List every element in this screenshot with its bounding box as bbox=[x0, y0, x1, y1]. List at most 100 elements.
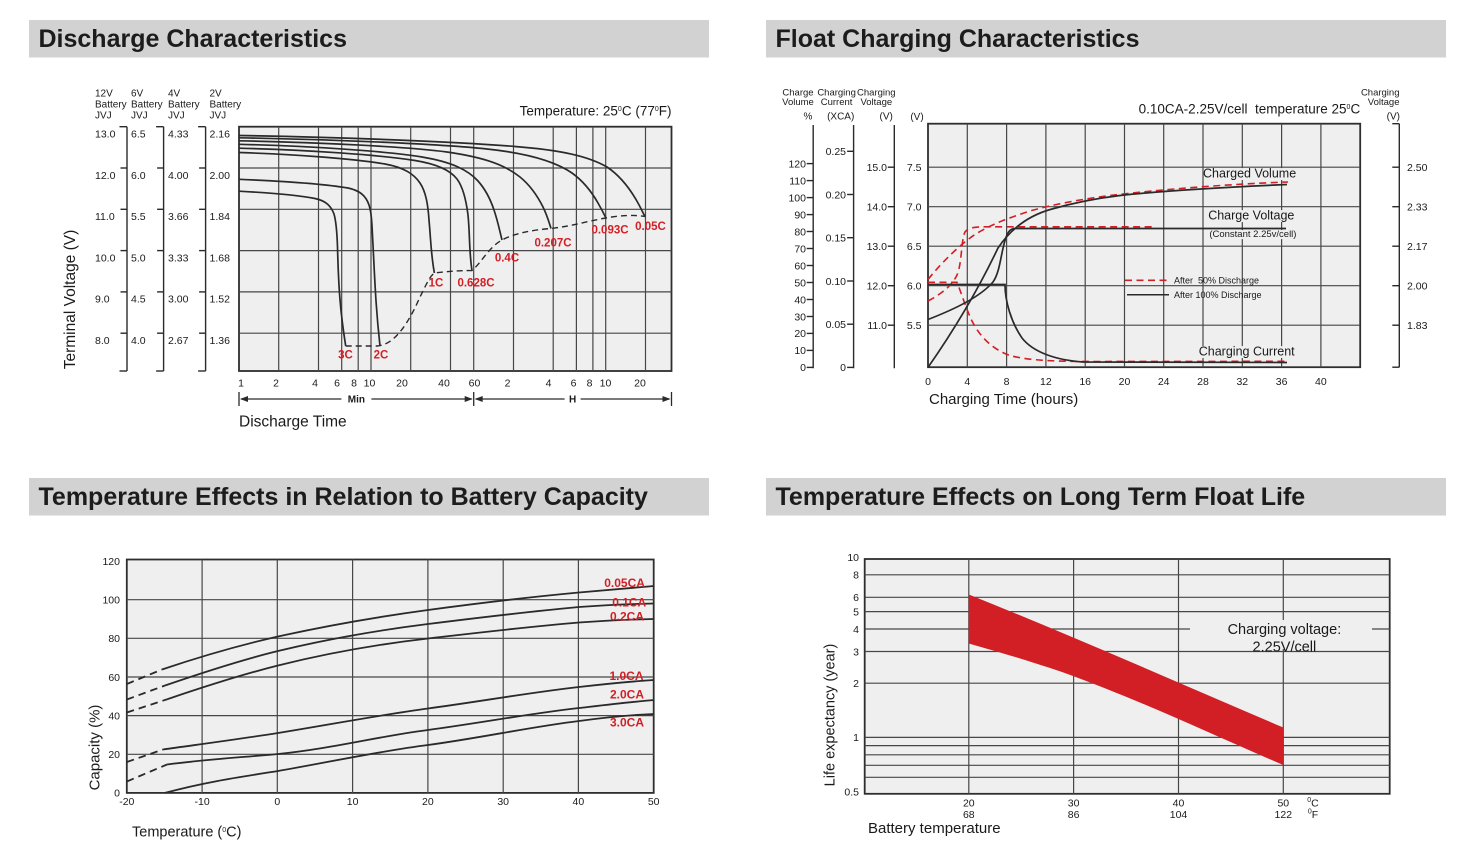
svg-text:24: 24 bbox=[1158, 376, 1170, 388]
svg-text:Charged Volume: Charged Volume bbox=[1203, 167, 1296, 181]
svg-text:16: 16 bbox=[1079, 376, 1091, 388]
svg-text:Charging: Charging bbox=[1361, 88, 1400, 99]
svg-text:2.00: 2.00 bbox=[1407, 281, 1428, 293]
svg-text:12V: 12V bbox=[95, 89, 113, 100]
svg-text:0.1CA: 0.1CA bbox=[612, 596, 646, 610]
svg-text:9.0: 9.0 bbox=[95, 294, 110, 306]
svg-text:0.15: 0.15 bbox=[826, 233, 847, 245]
svg-text:Discharge Characteristics: Discharge Characteristics bbox=[39, 25, 347, 53]
svg-text:11.0: 11.0 bbox=[867, 320, 887, 332]
svg-text:70: 70 bbox=[794, 243, 806, 255]
svg-text:13.0: 13.0 bbox=[95, 129, 116, 141]
svg-text:Charge Voltage: Charge Voltage bbox=[1208, 209, 1294, 223]
svg-text:0F: 0F bbox=[1308, 809, 1318, 822]
svg-text:(Constant 2.25v/cell): (Constant 2.25v/cell) bbox=[1209, 229, 1296, 240]
svg-text:8: 8 bbox=[351, 378, 357, 390]
svg-text:90: 90 bbox=[794, 209, 806, 221]
svg-text:6: 6 bbox=[334, 378, 340, 390]
svg-text:1.68: 1.68 bbox=[210, 252, 231, 264]
svg-text:2.16: 2.16 bbox=[210, 129, 231, 141]
svg-text:60: 60 bbox=[469, 378, 481, 390]
svg-text:40: 40 bbox=[794, 294, 806, 306]
svg-text:12.0: 12.0 bbox=[867, 281, 888, 293]
svg-text:0.05CA: 0.05CA bbox=[604, 576, 645, 590]
svg-text:Life expectancy (year): Life expectancy (year) bbox=[823, 644, 839, 787]
svg-text:(V): (V) bbox=[1387, 112, 1400, 123]
svg-text:-20: -20 bbox=[119, 796, 134, 808]
svg-text:28: 28 bbox=[1197, 376, 1209, 388]
svg-text:Charging Current: Charging Current bbox=[1199, 345, 1295, 359]
svg-text:50: 50 bbox=[794, 277, 806, 289]
svg-text:4V: 4V bbox=[168, 89, 181, 100]
svg-text:0: 0 bbox=[274, 796, 280, 808]
svg-text:2.0CA: 2.0CA bbox=[610, 688, 644, 702]
svg-text:2C: 2C bbox=[374, 350, 389, 362]
svg-text:(V): (V) bbox=[910, 112, 923, 123]
svg-text:40: 40 bbox=[573, 796, 585, 808]
svg-text:6V: 6V bbox=[131, 89, 144, 100]
svg-text:40: 40 bbox=[438, 378, 450, 390]
svg-text:Charging: Charging bbox=[817, 88, 856, 99]
svg-text:Battery temperature: Battery temperature bbox=[868, 820, 1001, 837]
svg-text:0.05: 0.05 bbox=[826, 319, 847, 331]
svg-text:1: 1 bbox=[853, 732, 859, 744]
svg-text:10: 10 bbox=[794, 345, 806, 357]
svg-text:Charge: Charge bbox=[782, 88, 813, 99]
svg-text:0.5: 0.5 bbox=[844, 786, 859, 798]
svg-text:Charging Time (hours): Charging Time (hours) bbox=[929, 391, 1078, 408]
svg-text:1.0CA: 1.0CA bbox=[609, 669, 643, 683]
svg-text:0: 0 bbox=[840, 362, 846, 374]
svg-text:8.0: 8.0 bbox=[95, 335, 110, 347]
svg-text:4: 4 bbox=[546, 378, 552, 390]
svg-text:4.0: 4.0 bbox=[131, 335, 146, 347]
svg-text:36: 36 bbox=[1276, 376, 1288, 388]
svg-text:2.33: 2.33 bbox=[1407, 202, 1428, 214]
svg-text:1.36: 1.36 bbox=[210, 335, 231, 347]
svg-text:2: 2 bbox=[505, 378, 511, 390]
svg-text:20: 20 bbox=[422, 796, 434, 808]
svg-text:3: 3 bbox=[853, 646, 859, 658]
svg-text:120: 120 bbox=[102, 556, 120, 568]
svg-text:0.20: 0.20 bbox=[826, 189, 847, 201]
svg-text:JVJ: JVJ bbox=[168, 111, 185, 122]
svg-text:(V): (V) bbox=[880, 112, 893, 123]
svg-text:30: 30 bbox=[497, 796, 509, 808]
svg-text:12.0: 12.0 bbox=[95, 170, 116, 182]
svg-text:7.5: 7.5 bbox=[907, 162, 922, 174]
svg-text:Terminal Voltage (V): Terminal Voltage (V) bbox=[62, 230, 79, 370]
svg-text:5: 5 bbox=[853, 606, 859, 618]
svg-text:Voltage: Voltage bbox=[860, 97, 892, 108]
svg-text:8: 8 bbox=[1004, 376, 1010, 388]
svg-text:Charging: Charging bbox=[857, 88, 896, 99]
svg-text:10: 10 bbox=[847, 552, 859, 564]
svg-text:After 100% Discharge: After 100% Discharge bbox=[1174, 290, 1262, 300]
svg-text:0.05C: 0.05C bbox=[635, 221, 666, 233]
svg-text:3.00: 3.00 bbox=[168, 294, 189, 306]
svg-text:Battery: Battery bbox=[168, 100, 200, 111]
svg-text:8: 8 bbox=[587, 378, 593, 390]
svg-text:10: 10 bbox=[600, 378, 612, 390]
svg-text:Float Charging Characteristics: Float Charging Characteristics bbox=[776, 25, 1140, 53]
svg-text:1.83: 1.83 bbox=[1407, 320, 1428, 332]
svg-text:0.207C: 0.207C bbox=[534, 238, 571, 250]
svg-text:60: 60 bbox=[794, 260, 806, 272]
svg-text:4: 4 bbox=[853, 624, 859, 636]
svg-text:Battery: Battery bbox=[131, 100, 163, 111]
svg-text:122: 122 bbox=[1275, 809, 1293, 821]
svg-text:1.84: 1.84 bbox=[210, 211, 231, 223]
svg-text:3.0CA: 3.0CA bbox=[610, 716, 644, 730]
svg-text:10: 10 bbox=[364, 378, 376, 390]
svg-text:60: 60 bbox=[108, 672, 120, 684]
svg-text:100: 100 bbox=[102, 595, 120, 607]
svg-text:Battery: Battery bbox=[210, 100, 242, 111]
svg-text:2: 2 bbox=[273, 378, 279, 390]
svg-text:104: 104 bbox=[1170, 809, 1188, 821]
svg-text:5.5: 5.5 bbox=[131, 211, 146, 223]
svg-text:6.5: 6.5 bbox=[907, 241, 922, 253]
svg-text:0.10: 0.10 bbox=[826, 276, 847, 288]
svg-text:0: 0 bbox=[114, 788, 120, 800]
svg-text:2.67: 2.67 bbox=[168, 335, 189, 347]
svg-text:80: 80 bbox=[108, 633, 120, 645]
svg-text:20: 20 bbox=[963, 798, 975, 810]
svg-text:Voltage: Voltage bbox=[1368, 97, 1400, 108]
